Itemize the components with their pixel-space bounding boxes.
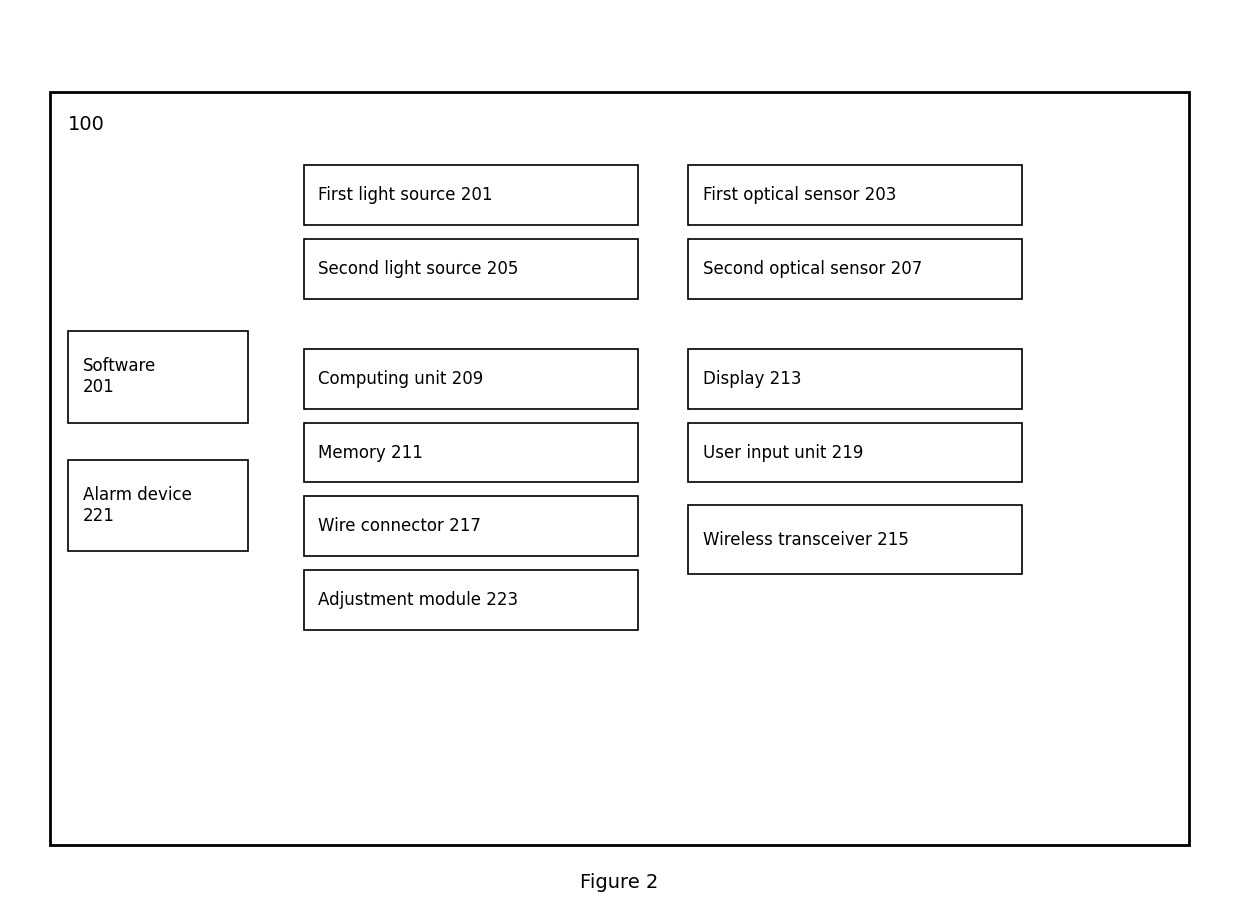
Text: Software
201: Software 201 [83,357,156,396]
FancyBboxPatch shape [304,496,638,556]
Text: Figure 2: Figure 2 [580,873,659,891]
Text: First optical sensor 203: First optical sensor 203 [703,187,896,204]
FancyBboxPatch shape [50,92,1189,845]
FancyBboxPatch shape [304,165,638,225]
FancyBboxPatch shape [688,165,1022,225]
FancyBboxPatch shape [688,349,1022,409]
Text: 100: 100 [68,115,105,134]
Text: Adjustment module 223: Adjustment module 223 [318,591,519,608]
FancyBboxPatch shape [304,239,638,299]
FancyBboxPatch shape [304,349,638,409]
Text: Alarm device
221: Alarm device 221 [83,486,192,525]
FancyBboxPatch shape [688,423,1022,482]
Text: Memory 211: Memory 211 [318,444,424,461]
Text: Second light source 205: Second light source 205 [318,260,519,278]
Text: User input unit 219: User input unit 219 [703,444,862,461]
Text: Wireless transceiver 215: Wireless transceiver 215 [703,531,908,549]
Text: Wire connector 217: Wire connector 217 [318,517,481,535]
FancyBboxPatch shape [68,331,248,423]
FancyBboxPatch shape [304,423,638,482]
FancyBboxPatch shape [688,505,1022,574]
Text: Second optical sensor 207: Second optical sensor 207 [703,260,922,278]
FancyBboxPatch shape [68,460,248,551]
FancyBboxPatch shape [688,239,1022,299]
Text: First light source 201: First light source 201 [318,187,493,204]
Text: Computing unit 209: Computing unit 209 [318,370,483,388]
FancyBboxPatch shape [304,570,638,630]
Text: Display 213: Display 213 [703,370,800,388]
